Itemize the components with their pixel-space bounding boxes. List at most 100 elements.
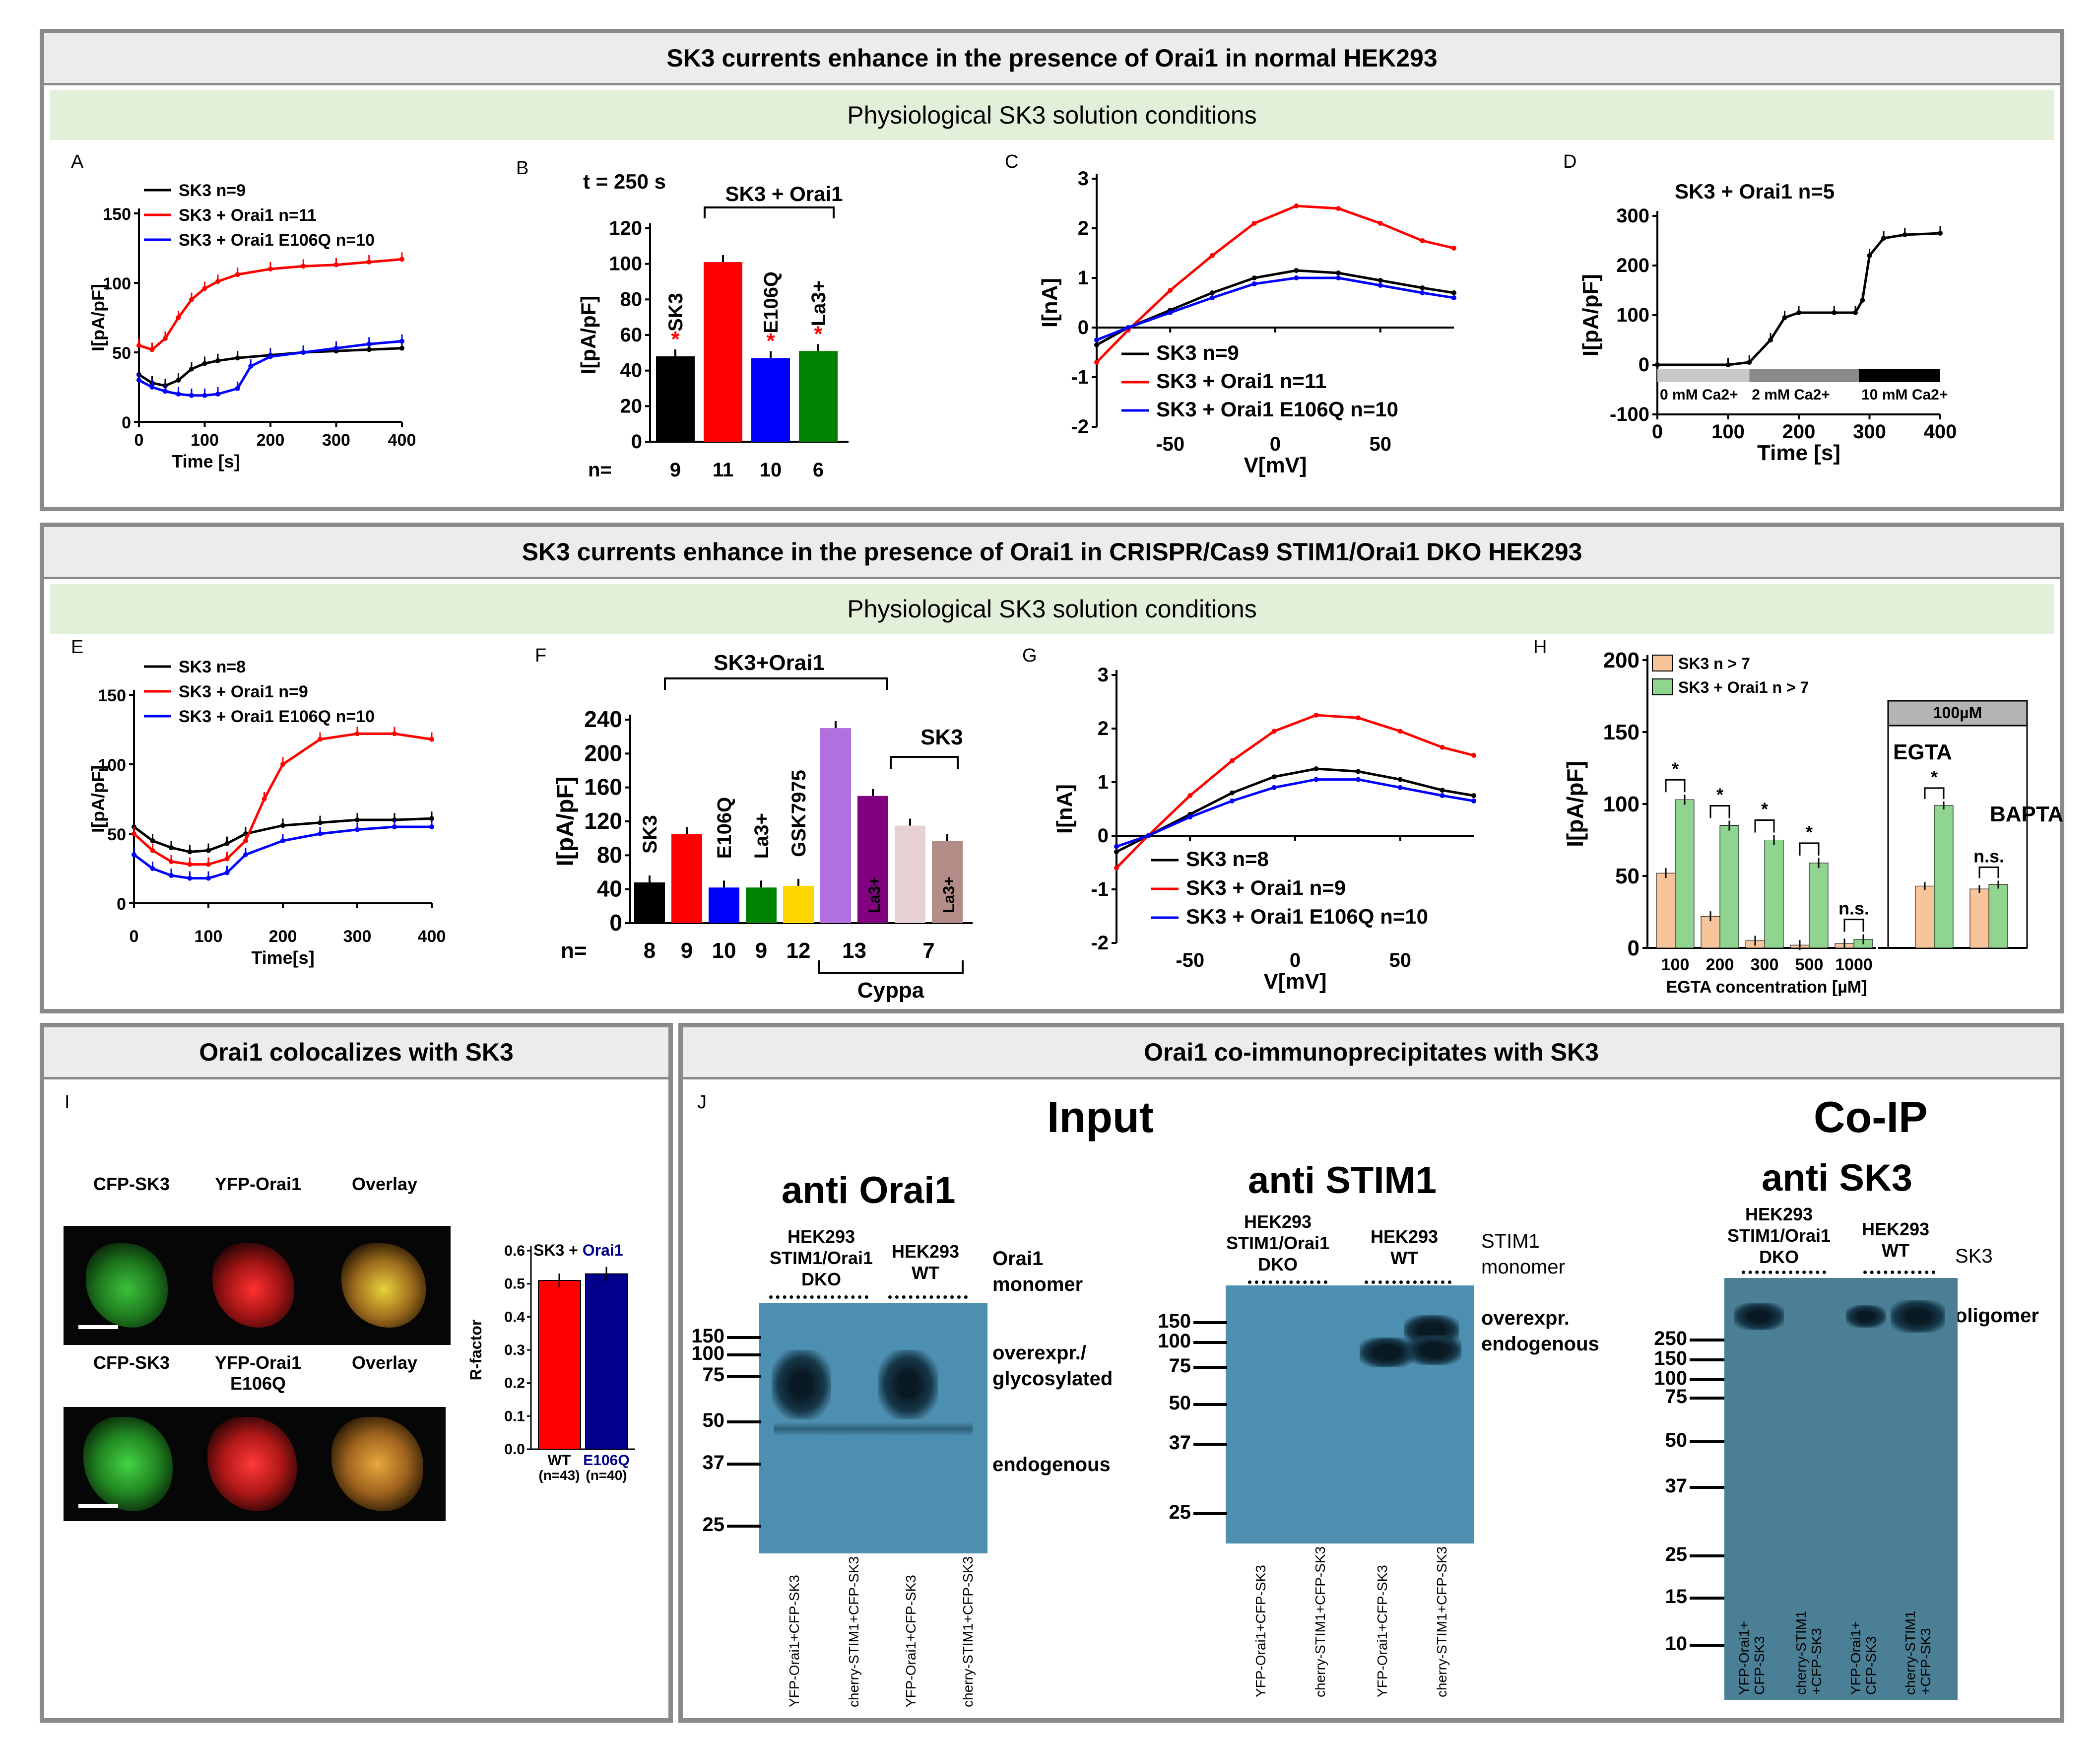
blot2-mw-75: 75 (1169, 1355, 1191, 1377)
y-axis-label: I[pA/pF] (577, 296, 600, 375)
cfp-sk3-cell-1 (86, 1243, 168, 1328)
y-tick-label: 50 (112, 344, 131, 363)
data-point (169, 873, 174, 878)
blot1-mw-37: 37 (702, 1452, 725, 1474)
data-point (366, 347, 372, 352)
inset-header: 100µM (1933, 704, 1982, 722)
data-point (399, 345, 404, 351)
data-point (318, 737, 323, 742)
chart-svg: 0 50 100 150 200 I[pA/pF] SK3 n > 7 SK3 + Orai1… (1562, 648, 2063, 997)
section-top-subtitle: Physiological SK3 solution conditions (50, 90, 2054, 140)
blot1-mw-150: 150 (691, 1325, 724, 1347)
blot3-mw-tick-100 (1690, 1378, 1724, 1381)
n-value: 7 (922, 939, 934, 963)
data-point (1782, 315, 1787, 320)
bar (783, 885, 814, 923)
chart-c: -2 -1 0 1 2 3 -50 0 50 V[mV] I[nA] SK3 n=9 SK3 + Ora… (1032, 164, 1489, 491)
data-point (1094, 360, 1099, 365)
data-point (333, 262, 339, 268)
significance-star: * (814, 322, 823, 346)
chart-e: 0 50 100 150 0 100 200 300 400 Time[s] I[pA/pF] SK3… (74, 650, 452, 978)
data-point (392, 824, 397, 829)
significance-label: * (1761, 799, 1768, 819)
yfp-orai1-cell-2 (207, 1417, 297, 1511)
significance-star: * (671, 327, 680, 351)
y-tick-label: -2 (1071, 416, 1089, 438)
data-point (1313, 766, 1319, 771)
blot3-antibody: anti SK3 (1762, 1157, 1913, 1199)
chart-svg: 0 50 100 150 0 100 200 300 400 Time[s] I[pA/pF] SK3… (88, 658, 446, 968)
data-point (1881, 236, 1886, 241)
blot2-lane-3: YFP-Orai1+CFP-SK3 (1375, 1565, 1390, 1697)
blot3-dots-1 (1742, 1271, 1826, 1274)
data-point (1229, 758, 1235, 763)
blot2-lane-1: YFP-Orai1+CFP-SK3 (1253, 1565, 1268, 1697)
data-point (429, 816, 434, 821)
blot3-band-1 (1734, 1303, 1784, 1330)
legend-label: SK3 + Orai1 n > 7 (1678, 678, 1809, 696)
bar (585, 1273, 628, 1450)
y-tick-label: 0 (609, 910, 622, 936)
legend-label: SK3 n=8 (179, 658, 246, 676)
blot2-group1: HEK293 STIM1/Orai1 DKO (1226, 1211, 1330, 1275)
data-point (1313, 777, 1319, 782)
x-tick-label: 200 (257, 431, 285, 450)
y-tick-label: 3 (1078, 168, 1089, 190)
bar (538, 1280, 581, 1450)
chart-svg: -2 -1 0 1 2 3 -50 0 50 V[mV] I[nA] SK3 n=9 SK3 + Ora… (1038, 168, 1456, 477)
data-point (1725, 362, 1731, 367)
bracket-bottom (818, 960, 964, 974)
x-tick-label: 400 (388, 431, 416, 450)
y-tick-label: 0 (1098, 825, 1109, 847)
legend-label: SK3 n=9 (1156, 341, 1239, 364)
x-tick-label: 1000 (1835, 955, 1873, 974)
data-point (1294, 203, 1299, 208)
y-tick-label: 100 (103, 274, 131, 293)
data-point (189, 393, 194, 398)
significance-bracket (1799, 842, 1820, 856)
data-point (163, 389, 168, 394)
cfp-sk3-cell-2 (83, 1417, 173, 1511)
blot3-mw-tick-250 (1690, 1339, 1724, 1342)
chart-a: 0 50 100 150 0 100 200 300 400 Time [s] I[pA/pF] SK… (74, 174, 432, 471)
chart-title: t = 250 s (583, 170, 666, 193)
significance-label: * (1716, 785, 1723, 805)
bar (656, 356, 695, 442)
y-axis-label: I[pA/pF] (1578, 274, 1603, 356)
blot1-mw-tick-25 (727, 1525, 761, 1528)
blot3-group1: HEK293 STIM1/Orai1 DKO (1727, 1204, 1831, 1268)
inset-bar (1969, 888, 1989, 948)
y-tick-label: -2 (1091, 932, 1109, 954)
blot1-band-1 (772, 1350, 831, 1419)
data-point (366, 341, 372, 347)
chart-title-part: SK3 + (533, 1241, 583, 1259)
n-value: 9 (670, 459, 681, 481)
bar (1701, 916, 1720, 948)
blot2-mw-50: 50 (1169, 1392, 1191, 1414)
blot1-label-1: Orai1 monomer (992, 1248, 1083, 1295)
blot1-label-3: endogenous (992, 1454, 1111, 1476)
blot3-membrane (1724, 1278, 1958, 1700)
y-tick-label: 200 (584, 740, 622, 766)
bracket-right (890, 756, 959, 769)
data-point (150, 838, 155, 843)
data-point (429, 737, 434, 742)
blot1-mw-tick-75 (727, 1375, 761, 1378)
panel-letter-e: E (71, 637, 84, 658)
data-point (1860, 298, 1865, 303)
n-value: 10 (760, 459, 782, 481)
n-value: 9 (755, 939, 767, 963)
chart-svg: 0.0 0.1 0.2 0.3 0.4 0.5 0.6 R-factor SK3 + Orai1… (467, 1241, 635, 1483)
data-point (280, 762, 285, 767)
n-value: 9 (681, 939, 693, 963)
ca-bar-label: 10 mM Ca2+ (1861, 387, 1948, 403)
data-point (235, 386, 240, 391)
legend-label: SK3 + Orai1 E106Q n=10 (179, 231, 375, 250)
data-point (176, 378, 181, 383)
x-tick-label: 500 (1795, 955, 1824, 974)
bar (634, 882, 665, 923)
significance-label: * (1931, 767, 1938, 787)
ca-bar-segment (1859, 369, 1940, 382)
blot1-mw-75: 75 (702, 1364, 725, 1386)
series-line (1116, 778, 1474, 848)
